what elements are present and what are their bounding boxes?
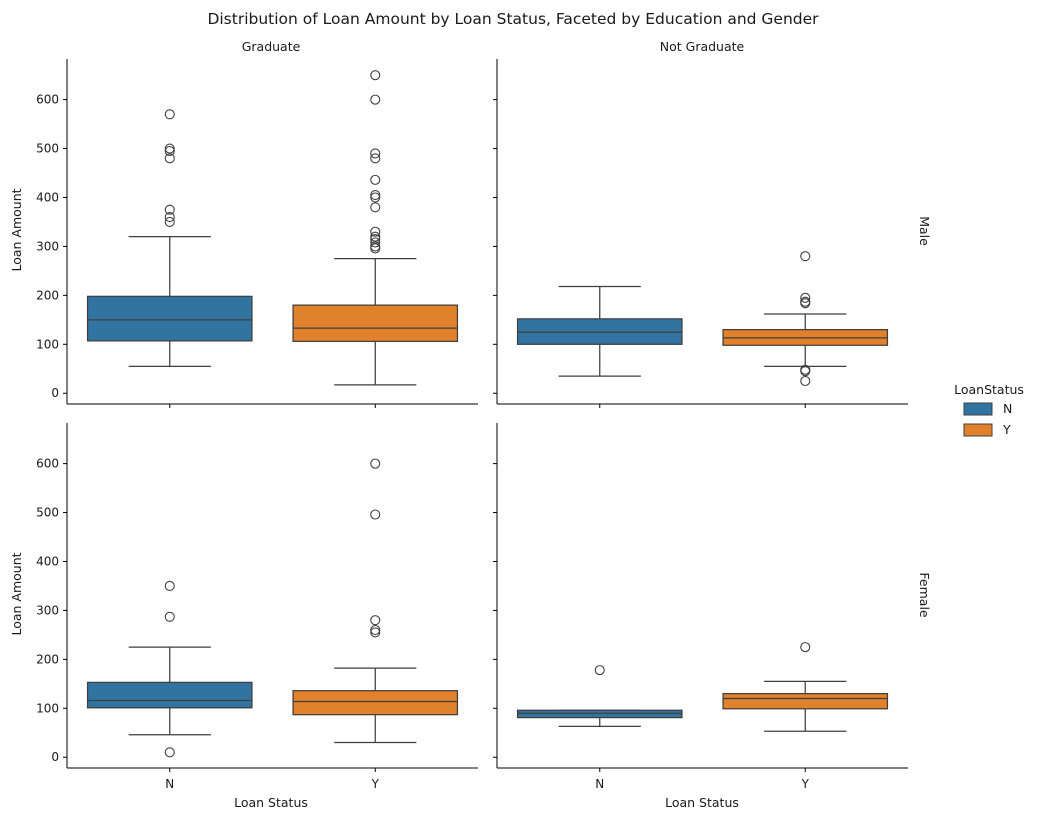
outlier-point [800,292,811,303]
outlier-point [164,747,175,758]
panel-female-graduate: 0 100 200 300 400 500 600 N Y [36,423,478,791]
panel-male-not-graduate [493,59,908,408]
outlier-point [370,189,381,201]
outlier-point [370,231,381,242]
legend-swatch-n [963,402,993,416]
outlier-point [164,204,175,215]
outlier-point [370,243,381,254]
row-label-male: Male [917,216,932,246]
y-tick-label: 300 [36,239,59,253]
outlier-point [370,174,381,185]
outlier-point [370,70,381,81]
outlier-point [164,145,175,157]
y-tick-label: 200 [36,652,59,666]
x-axis-label-left: Loan Status [234,795,308,810]
x-tick-label: N [165,777,174,791]
legend-title: LoanStatus [954,382,1024,397]
box-n [86,580,253,758]
outlier-point [370,202,381,213]
y-tick-label: 400 [36,190,59,204]
row-label-female: Female [917,572,932,618]
iqr-box [722,692,889,710]
outlier-point [164,611,175,622]
outlier-point [370,237,381,248]
y-axis-label-top: Loan Amount [9,188,24,271]
box-y [292,70,459,386]
box-n [516,285,683,377]
iqr-box [292,304,459,342]
outlier-point [164,212,175,223]
outlier-point [164,580,175,592]
outlier-point [800,366,811,377]
y-tick-label: 200 [36,288,59,302]
x-tick-label: Y [371,777,380,791]
chart-title: Distribution of Loan Amount by Loan Stat… [207,10,819,28]
y-tick-label: 500 [36,142,59,156]
outlier-point [370,458,381,469]
box-y [292,458,459,744]
outlier-point [370,627,381,638]
legend-label-y: Y [1002,422,1011,437]
outlier-point [164,153,175,164]
y-tick-label: 600 [36,457,59,471]
y-tick-label: 600 [36,93,59,107]
outlier-point [370,509,381,520]
box-n [86,109,253,367]
x-axis-label-right: Loan Status [665,795,739,810]
outlier-point [370,192,381,203]
outlier-point [164,143,175,154]
y-tick-label: 100 [36,337,59,351]
outlier-point [370,148,381,159]
column-label-not-graduate: Not Graduate [660,39,745,54]
outlier-point [370,94,381,105]
legend-label-n: N [1003,401,1012,416]
y-tick-label: 500 [36,506,59,520]
y-axis-label-bottom: Loan Amount [9,552,24,635]
box-n [516,665,683,728]
box-y [722,251,889,387]
outlier-point [370,624,381,636]
y-tick-label: 300 [36,603,59,617]
x-tick-label: N [595,777,604,791]
y-tick-label: 0 [51,386,59,400]
outlier-point [164,216,175,228]
legend-swatch-y [963,423,993,437]
iqr-box [516,709,683,719]
iqr-box [292,690,459,716]
outlier-point [370,226,381,237]
outlier-point [800,642,811,653]
y-tick-label: 400 [36,554,59,568]
y-tick-label: 100 [36,701,59,715]
panel-male-graduate: 0 100 200 300 400 500 600 [36,59,478,408]
outlier-point [370,153,381,164]
outlier-point [164,109,175,120]
outlier-point [800,298,811,309]
outlier-point [800,375,811,387]
legend: LoanStatus N Y [954,382,1024,437]
box-y [722,642,889,732]
y-tick-label: 0 [51,750,59,764]
iqr-box [86,295,253,342]
outlier-point [594,665,605,676]
outlier-point [370,615,381,626]
x-tick-label: Y [801,777,810,791]
outlier-point [800,251,811,262]
iqr-box [86,681,253,709]
column-label-graduate: Graduate [242,39,301,54]
